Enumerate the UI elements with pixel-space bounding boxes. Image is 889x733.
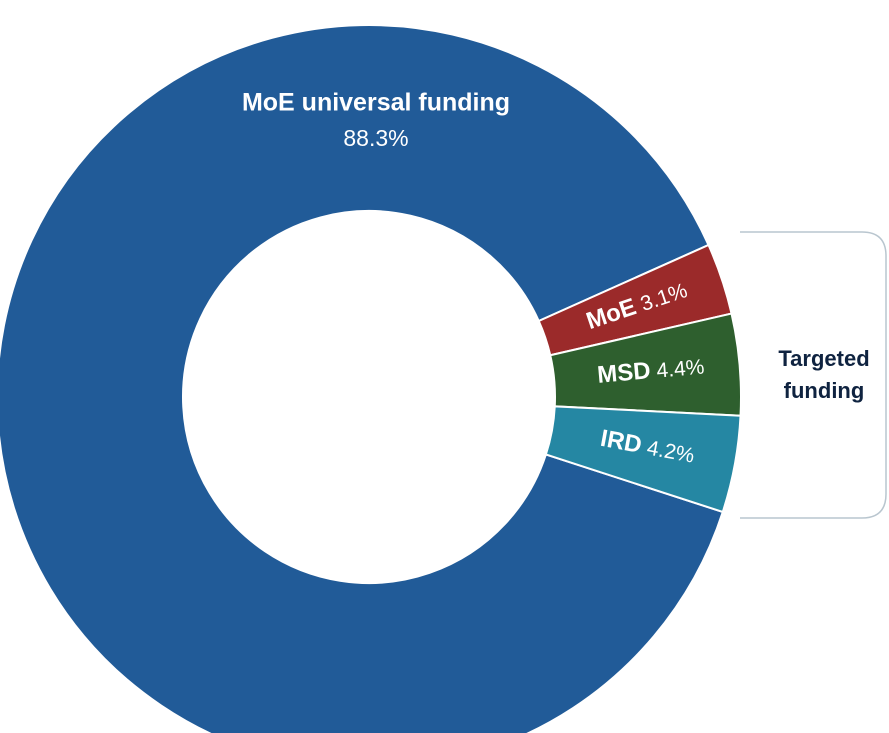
slice-label: MoE universal funding [242, 89, 510, 117]
slice-label: MSD 4.4% [596, 353, 705, 389]
slice-value: 4.4% [656, 355, 706, 382]
donut-slice [0, 24, 725, 733]
bracket [740, 231, 887, 519]
annotation: Targeted funding [778, 346, 870, 403]
slice-value: 88.3% [343, 125, 408, 151]
slice-label-group: MSD 4.4% [596, 353, 705, 389]
slice-name: MSD [596, 358, 652, 390]
donut-slice [544, 405, 742, 514]
